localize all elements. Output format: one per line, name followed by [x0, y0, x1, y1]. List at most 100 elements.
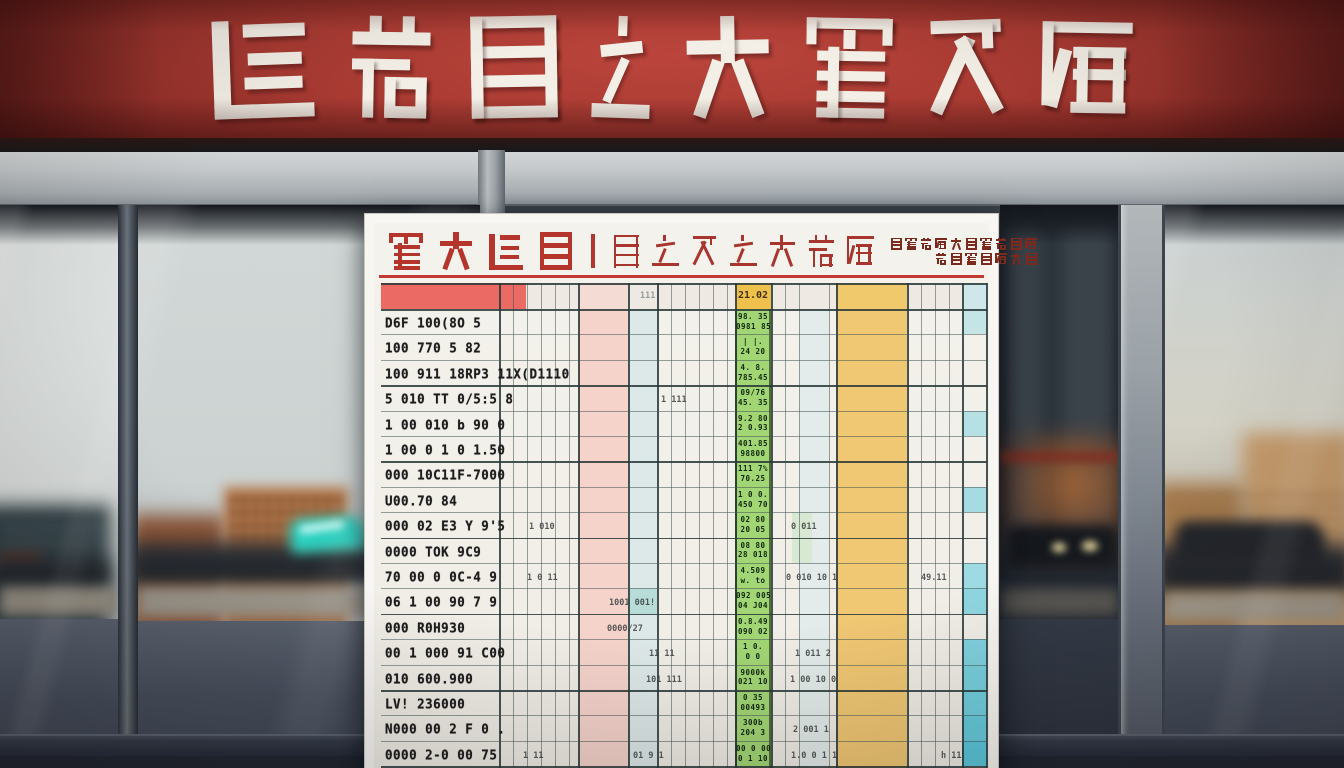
glyph-stroke — [855, 262, 873, 265]
green-column-text: 9000k 021 10 — [737, 667, 769, 687]
glyph-stroke — [655, 241, 675, 248]
green-column-text: 401.85 98800 — [737, 439, 769, 458]
glyph-stroke — [923, 237, 926, 241]
grid-vline — [829, 283, 830, 768]
glyph-stroke — [700, 241, 715, 267]
grid-vline — [935, 283, 936, 768]
pseudo-character-glyph — [965, 237, 977, 250]
glyph-stroke — [499, 235, 521, 240]
green-column-text: 09/76 45. 35 — [737, 388, 769, 407]
grid-hline — [381, 359, 987, 361]
glyph-stroke — [453, 232, 459, 250]
glyph-stroke — [635, 234, 639, 268]
board-row-label: 06 1 00 90 7 9 — [385, 593, 498, 610]
pseudo-character-glyph — [651, 234, 680, 268]
pseudo-character-glyph — [995, 253, 1007, 265]
glyph-stroke — [965, 237, 968, 250]
pseudo-character-glyph — [488, 232, 524, 270]
glyph-stroke — [819, 263, 833, 267]
facade-beam — [0, 152, 1344, 206]
glyph-stroke — [935, 257, 944, 260]
green-column-text: 02 80 20 05 — [740, 515, 766, 534]
price-board: 21.02 111 D6F 100(8O 5 98. 35 0981 85 100 77… — [365, 214, 1037, 768]
board-row-label: 0000 TOK 9C9 — [385, 542, 482, 560]
headlight-dot-1 — [1052, 543, 1066, 552]
board-row-label: U00.70 84 — [385, 492, 458, 509]
scattered-cell-note: 101 111 — [646, 674, 682, 685]
glyph-stroke — [824, 234, 828, 243]
grid-hline — [381, 613, 987, 616]
glyph-stroke — [938, 252, 941, 256]
glyph-stroke — [925, 244, 927, 250]
grid-vline — [699, 283, 700, 768]
glyph-stroke — [927, 237, 930, 241]
glyph-stroke — [658, 247, 667, 263]
glyph-stroke — [652, 262, 679, 267]
grid-hline — [381, 334, 987, 336]
glyph-stroke — [950, 263, 962, 265]
glyph-stroke — [736, 247, 745, 263]
glyph-stroke — [868, 244, 871, 264]
scattered-cell-note: 2 001 1 — [793, 725, 829, 736]
glyph-stroke — [1034, 241, 1036, 249]
glyph-stroke — [908, 241, 910, 250]
glyph-stroke — [906, 248, 916, 250]
glyph-stroke — [1029, 243, 1036, 246]
window-mullion-right — [1118, 205, 1165, 756]
glyph-stroke — [955, 237, 958, 244]
glyph-stroke — [540, 265, 572, 270]
grid-hline — [381, 766, 987, 768]
green-column-text: 98. 35 0981 85 — [736, 312, 772, 331]
board-row-label: 000 R0H930 — [385, 619, 466, 636]
glyph-stroke — [950, 255, 962, 258]
glyph-stroke — [1010, 244, 1022, 247]
glyph-stroke — [939, 241, 946, 243]
grid-hline — [381, 537, 987, 540]
board-row-label: D6F 100(8O 5 — [385, 314, 482, 331]
glyph-stroke — [393, 266, 420, 270]
grid-hline — [381, 639, 987, 641]
board-row-label: 010 600.900 — [385, 669, 474, 687]
glyph-stroke — [393, 252, 420, 257]
glyph-stroke — [906, 241, 916, 244]
glyph-stroke — [981, 243, 991, 246]
grid-vline — [713, 283, 714, 768]
board-row-label: 00 1 000 91 C00 — [385, 644, 506, 661]
pseudo-character-glyph — [935, 238, 947, 250]
pseudo-character-glyph — [965, 252, 977, 265]
header-cell-cyan — [962, 283, 987, 309]
board-row-label: 000 02 E3 Y 9'5 — [385, 517, 506, 534]
glass-reflection-streak — [0, 205, 118, 756]
grid-vline — [785, 283, 786, 768]
scattered-cell-note: 0 010 10 1 — [786, 573, 838, 583]
pseudo-character-glyph — [729, 234, 758, 268]
glyph-stroke — [939, 241, 942, 249]
glyph-stroke — [922, 242, 925, 250]
pseudo-character-glyph — [995, 237, 1007, 250]
grid-hline — [381, 385, 987, 387]
pseudo-character-glyph — [1010, 237, 1022, 250]
glyph-stroke — [935, 238, 947, 240]
glyph-stroke — [663, 234, 667, 242]
glyph-stroke — [1010, 237, 1013, 250]
scattered-cell-note: 11 11 — [649, 649, 675, 660]
pseudo-character-glyph — [538, 232, 574, 270]
glyph-stroke — [613, 263, 640, 267]
glyph-stroke — [970, 254, 973, 257]
grid-hline — [381, 436, 987, 437]
glyph-stroke — [981, 248, 991, 250]
glyph-stroke — [999, 256, 1006, 258]
glyph-stroke — [939, 243, 946, 246]
cyan-cell — [962, 639, 987, 665]
sign-bottom-shadow — [0, 138, 1344, 153]
grid-vline — [962, 283, 964, 768]
pseudo-character-glyph — [1010, 252, 1022, 265]
glyph-stroke — [925, 248, 931, 250]
glyph-stroke — [1004, 256, 1006, 264]
glyph-stroke — [814, 234, 818, 243]
grid-hline — [381, 715, 987, 717]
cyan-cell — [962, 588, 987, 614]
shop-sign-band — [0, 0, 1344, 140]
glyph-stroke — [499, 254, 519, 260]
pseudo-character-glyph — [980, 237, 992, 250]
